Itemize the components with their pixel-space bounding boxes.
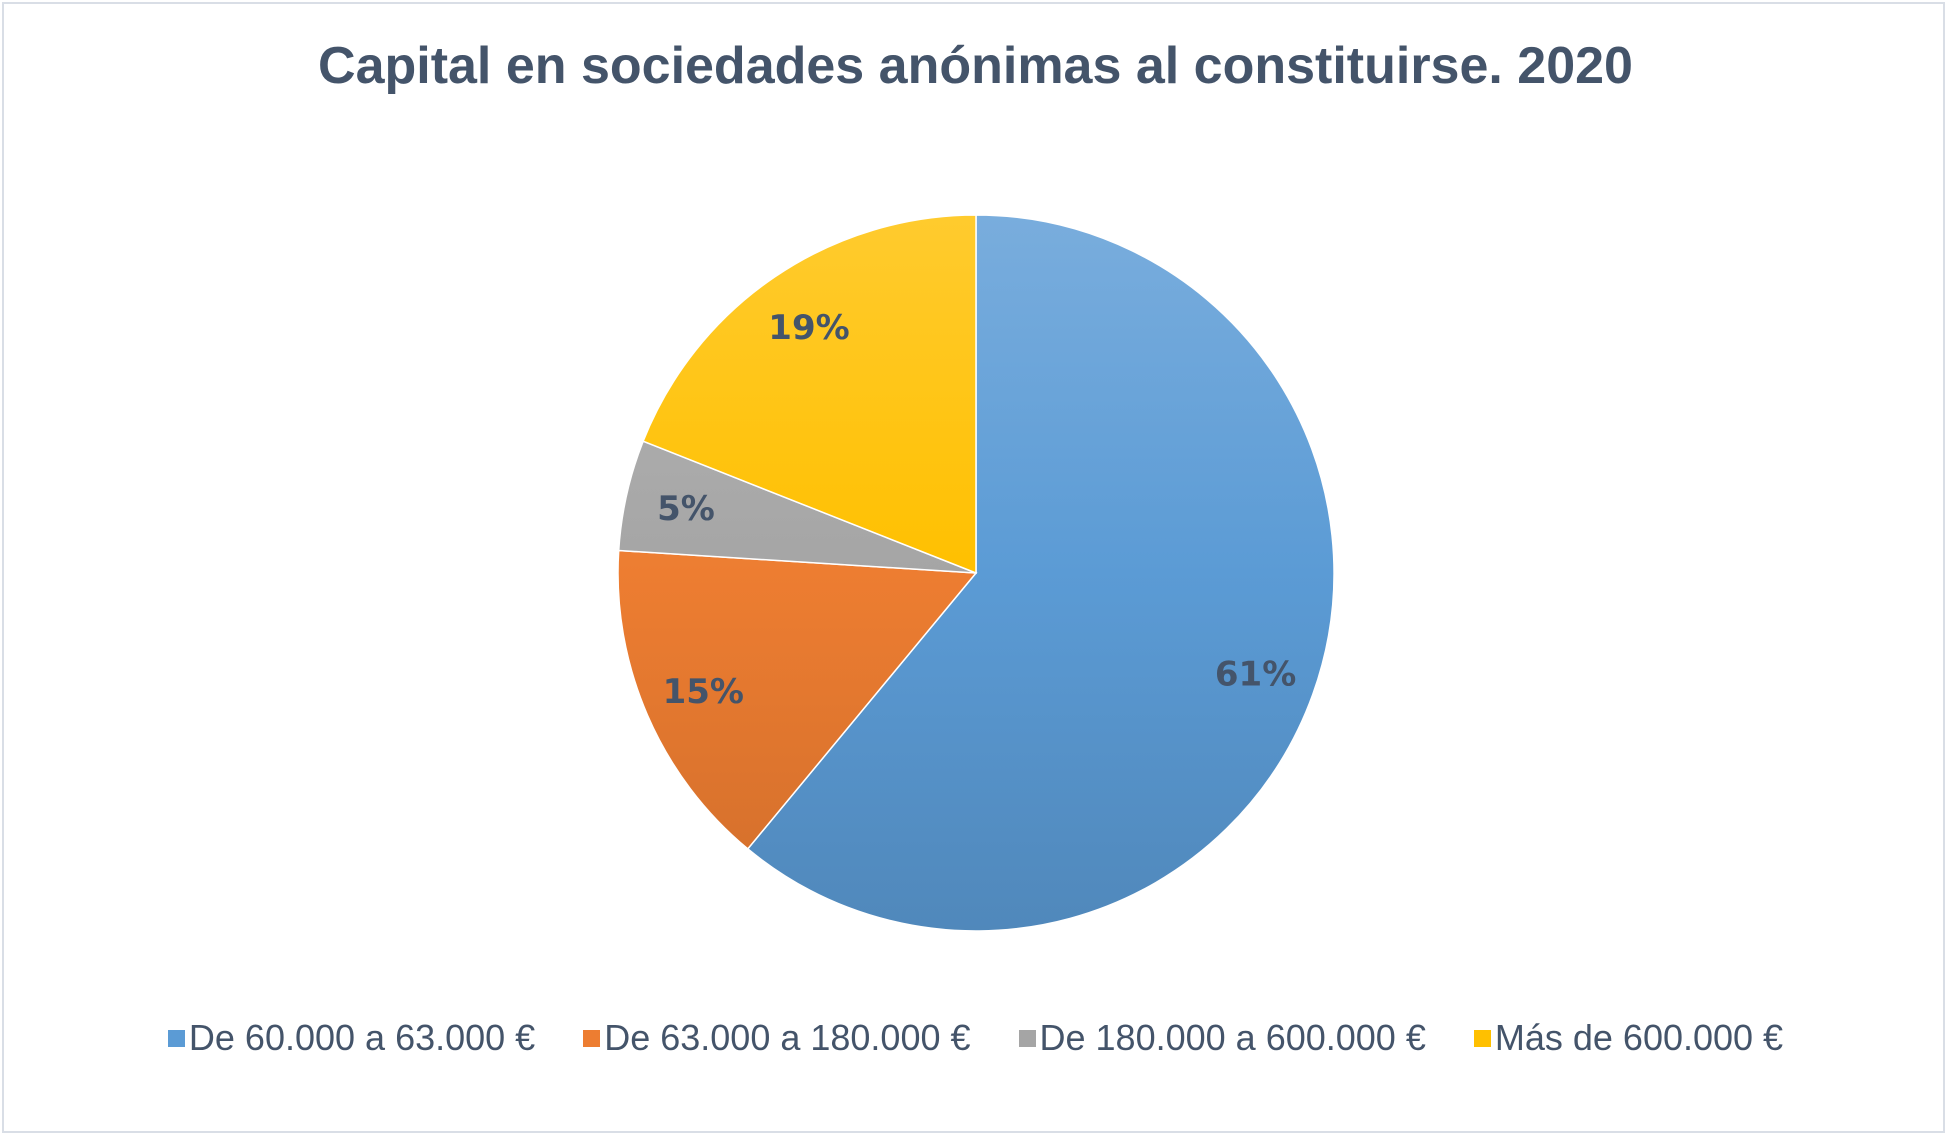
data-label: 19% bbox=[768, 308, 849, 348]
legend-item: De 180.000 a 600.000 € bbox=[1018, 1017, 1426, 1059]
legend-item: De 63.000 a 180.000 € bbox=[583, 1017, 971, 1059]
data-label: 15% bbox=[663, 672, 744, 712]
pie-slice bbox=[617, 549, 978, 850]
pie-slice bbox=[746, 214, 1335, 932]
chart-title: Capital en sociedades anónimas al consti… bbox=[318, 37, 1633, 95]
pie-slice bbox=[642, 214, 977, 575]
legend-swatch bbox=[1018, 1029, 1036, 1047]
legend-label: Más de 600.000 € bbox=[1494, 1017, 1784, 1058]
legend: De 60.000 a 63.000 € De 63.000 a 180.000 … bbox=[0, 1017, 1951, 1059]
legend-label: De 180.000 a 600.000 € bbox=[1039, 1017, 1426, 1058]
legend-label: De 63.000 a 180.000 € bbox=[604, 1017, 971, 1058]
legend-swatch bbox=[1473, 1029, 1491, 1047]
legend-item: Más de 600.000 € bbox=[1473, 1017, 1784, 1059]
legend-label: De 60.000 a 63.000 € bbox=[188, 1017, 536, 1058]
data-label: 61% bbox=[1215, 655, 1296, 695]
legend-swatch bbox=[167, 1029, 185, 1047]
legend-swatch bbox=[583, 1029, 601, 1047]
legend-item: De 60.000 a 63.000 € bbox=[167, 1017, 536, 1059]
data-label: 5% bbox=[657, 489, 715, 529]
